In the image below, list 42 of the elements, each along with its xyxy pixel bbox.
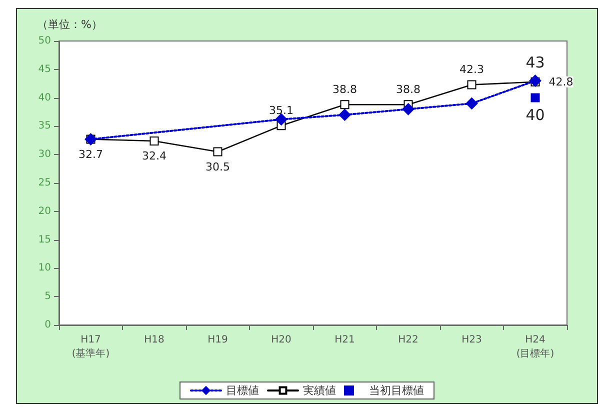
point xyxy=(340,100,350,110)
x-tick-label: H24 (目標年) xyxy=(516,334,554,360)
point xyxy=(530,93,540,102)
x-tick-label: H20 xyxy=(271,334,292,346)
y-tick-label: 0 xyxy=(44,320,51,330)
y-tick-label: 30 xyxy=(38,149,51,160)
point xyxy=(402,103,414,116)
data-label: 32.7 xyxy=(78,148,103,161)
point xyxy=(529,74,542,87)
data-label: 38.8 xyxy=(396,83,420,96)
x-tick-label: H22 xyxy=(398,334,418,346)
data-label: 30.5 xyxy=(206,160,230,174)
x-tick-label: H18 xyxy=(144,334,164,346)
data-label: 42.8 xyxy=(548,75,574,88)
point xyxy=(150,136,159,146)
data-label: 35.1 xyxy=(269,104,294,118)
y-tick-label: 5 xyxy=(44,291,51,302)
x-tick-label: H19 xyxy=(208,334,228,346)
text: （単位：%） xyxy=(37,18,102,31)
y-tick-label: 10 xyxy=(38,262,51,274)
point xyxy=(467,80,476,90)
x-tick-label: H17 (基準年) xyxy=(72,334,110,360)
data-label: 43 xyxy=(526,53,545,72)
y-tick-label: 25 xyxy=(38,178,51,188)
legend-label: 目標値 xyxy=(226,384,259,397)
point xyxy=(213,147,222,156)
legend-label: 当初目標値 xyxy=(369,384,424,397)
y-tick-label: 20 xyxy=(38,206,51,217)
point xyxy=(466,97,478,110)
y-tick-label: 45 xyxy=(38,64,51,75)
data-label: 42.3 xyxy=(460,63,484,76)
point xyxy=(338,108,351,121)
data-label: 32.4 xyxy=(142,149,166,162)
y-tick-label: 40 xyxy=(38,92,51,104)
y-tick-label: 15 xyxy=(38,234,51,246)
data-label: 38.8 xyxy=(332,83,357,96)
y-tick-label: 50 xyxy=(38,36,51,46)
x-tick-label: H23 xyxy=(462,334,482,346)
x-tick-label: H21 xyxy=(334,334,355,346)
y-tick-label: 35 xyxy=(38,120,51,132)
data-label: 40 xyxy=(526,106,545,124)
legend-label: 実績値 xyxy=(303,384,336,397)
